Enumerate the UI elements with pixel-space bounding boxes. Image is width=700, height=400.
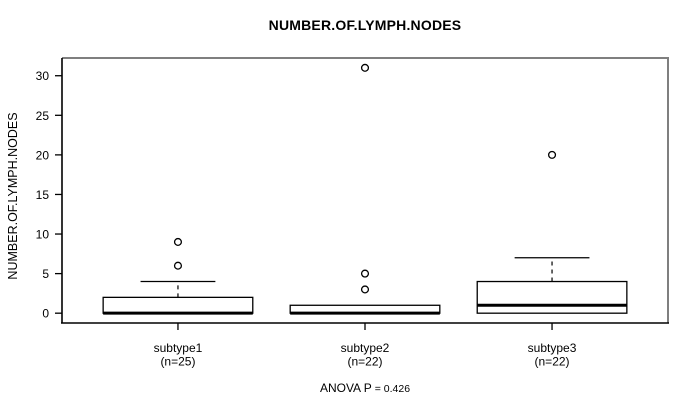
y-tick-label: 10 <box>36 228 50 242</box>
y-tick-label: 30 <box>36 69 50 83</box>
y-tick-label: 15 <box>36 188 50 202</box>
y-tick-label: 5 <box>42 267 49 281</box>
y-tick-label: 20 <box>36 148 50 162</box>
outlier-point <box>360 269 370 278</box>
chart-title: NUMBER.OF.LYMPH.NODES <box>268 17 462 33</box>
outlier-point <box>360 285 370 294</box>
outlier-point <box>547 150 557 159</box>
x-axis-label: subtype2 <box>341 341 390 355</box>
y-axis-title: NUMBER.OF.LYMPH.NODES <box>6 112 20 279</box>
y-tick-label: 25 <box>36 109 50 123</box>
x-axis-sublabel: (n=25) <box>160 355 195 369</box>
x-axis-sublabel: (n=22) <box>347 355 382 369</box>
anova-annotation: ANOVA P = 0.426 <box>62 381 668 395</box>
outlier-point <box>360 63 370 72</box>
x-axis-label: subtype1 <box>154 341 203 355</box>
anova-pvalue: = 0.426 <box>374 383 411 395</box>
box-subtype1 <box>102 296 254 314</box>
anova-label: ANOVA P <box>319 381 372 395</box>
outlier-point <box>173 261 183 270</box>
outlier-point <box>173 237 183 246</box>
box-subtype3 <box>476 280 628 314</box>
x-axis-label: subtype3 <box>528 341 577 355</box>
x-axis-sublabel: (n=22) <box>535 355 570 369</box>
y-tick-label: 0 <box>42 307 49 321</box>
